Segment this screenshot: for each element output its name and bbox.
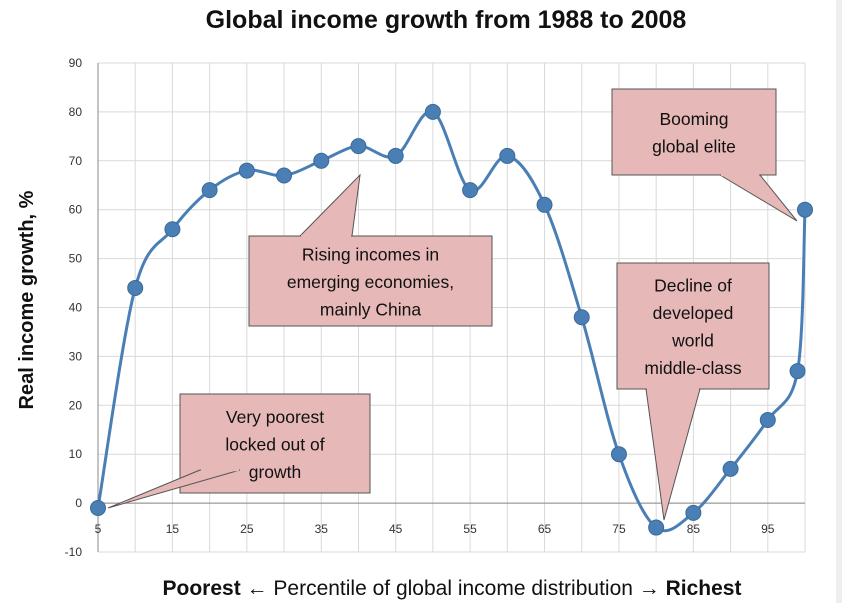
x-tick-label: 95 (761, 522, 775, 536)
callout-very-poorest: Very poorest locked out of growth (107, 393, 371, 509)
callout-text-line: Decline of (654, 276, 732, 296)
y-tick-label: 60 (69, 203, 83, 217)
y-tick-label: 0 (75, 496, 82, 510)
data-point (722, 460, 739, 477)
data-point (387, 147, 404, 164)
data-point (648, 519, 665, 536)
y-tick-label: 80 (69, 105, 83, 119)
data-points (90, 103, 813, 536)
right-arrow-icon: → (639, 577, 660, 600)
callout-text-line: global elite (652, 137, 736, 157)
data-point (238, 162, 255, 179)
y-tick-label: -10 (65, 545, 83, 559)
left-arrow-icon: ← (247, 577, 268, 600)
data-point (797, 201, 813, 218)
x-tick-label: 5 (95, 522, 102, 536)
x-tick-label: 35 (315, 522, 329, 536)
x-tick-label: 85 (687, 522, 701, 536)
y-tick-label: 70 (69, 154, 83, 168)
callout-pointer (718, 174, 798, 222)
data-point (424, 103, 441, 120)
callout-box (248, 235, 493, 327)
callout-pointer (298, 173, 361, 237)
data-point (759, 411, 776, 428)
y-tick-label: 10 (69, 447, 83, 461)
callout-text-line: Booming (659, 109, 728, 129)
data-point (789, 363, 806, 380)
callout-text-line: middle-class (644, 358, 741, 378)
data-point (536, 196, 553, 213)
x-axis-label-middle: Percentile of global income distribution (273, 577, 633, 600)
x-tick-label: 65 (538, 522, 552, 536)
chart-title: Global income growth from 1988 to 2008 (206, 6, 687, 34)
data-point (201, 182, 218, 199)
data-point (685, 504, 702, 521)
callout-text-line: Rising incomes in (302, 244, 439, 264)
x-tick-labels: 5 15 25 35 45 55 65 75 85 95 (95, 522, 775, 536)
x-tick-label: 55 (463, 522, 477, 536)
data-point (313, 152, 330, 169)
callout-text-line: locked out of (225, 434, 324, 454)
x-tick-label: 75 (612, 522, 626, 536)
y-axis-label: Real income growth, % (16, 190, 38, 409)
x-axis-label-right: Richest (666, 577, 742, 600)
data-point (350, 138, 367, 155)
x-axis-label: Poorest ← Percentile of global income di… (163, 577, 742, 600)
callout-text-line: developed (653, 303, 734, 323)
data-point (164, 221, 181, 238)
callout-text-line: mainly China (320, 299, 421, 319)
data-point (462, 182, 479, 199)
data-point (276, 167, 293, 184)
callout-text-line: Very poorest (226, 407, 324, 427)
data-point (127, 279, 144, 296)
scrollbar-edge (836, 0, 842, 603)
axes (97, 63, 805, 552)
y-tick-label: 30 (69, 349, 83, 363)
data-point (90, 499, 106, 516)
data-point (610, 446, 627, 463)
callout-rising-incomes: Rising incomes in emerging economies, main… (248, 173, 493, 327)
data-point (573, 309, 590, 326)
callout-text-line: emerging economies, (287, 272, 454, 292)
x-tick-label: 45 (389, 522, 403, 536)
callout-box (616, 262, 770, 390)
data-point (499, 147, 516, 164)
x-tick-label: 25 (240, 522, 254, 536)
x-axis-label-left: Poorest (163, 577, 241, 600)
x-tick-label: 15 (166, 522, 180, 536)
y-tick-label: 20 (69, 398, 83, 412)
callout-text-line: world (671, 331, 714, 351)
callout-decline-middle: Decline of developed world middle-class (616, 262, 770, 521)
annotations: Very poorest locked out of growth Rising in… (107, 88, 798, 521)
y-tick-label: 90 (69, 56, 83, 70)
callout-text-line: growth (249, 462, 302, 482)
y-tick-labels: -10 0 10 20 30 40 50 60 70 80 90 (65, 56, 83, 559)
callout-box (611, 88, 777, 176)
callout-booming-elite: Booming global elite (611, 88, 798, 222)
y-tick-label: 40 (69, 301, 83, 315)
y-tick-label: 50 (69, 252, 83, 266)
